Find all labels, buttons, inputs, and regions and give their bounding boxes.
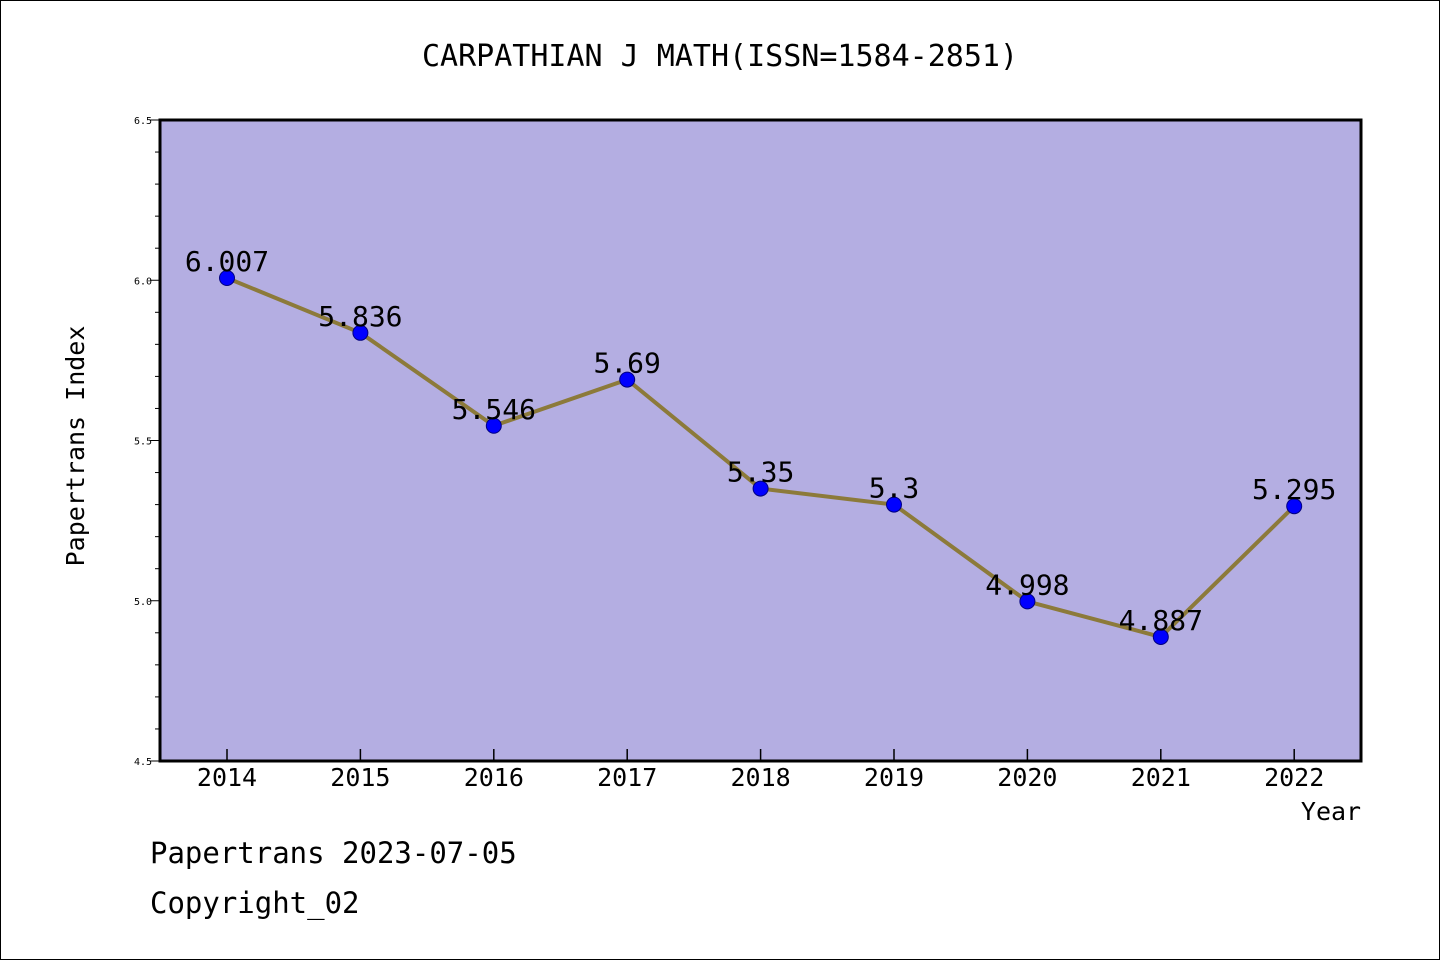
series-markers xyxy=(219,270,1303,645)
data-label: 5.546 xyxy=(452,393,536,426)
x-tick-label: 2020 xyxy=(997,763,1057,792)
y-tick-label: 5.0 xyxy=(134,597,152,608)
x-tick-label: 2015 xyxy=(330,763,390,792)
plot-area xyxy=(158,118,1363,763)
data-label: 4.887 xyxy=(1119,604,1203,637)
y-tick-label: 4.5 xyxy=(134,757,152,768)
data-point xyxy=(1019,593,1036,610)
data-label: 6.007 xyxy=(185,245,269,278)
x-axis-ticks: 2014 2015 2016 2017 2018 2019 2020 2021 2022 xyxy=(197,749,1324,792)
x-tick-label: 2019 xyxy=(864,763,924,792)
y-tick-label: 6.5 xyxy=(134,116,152,127)
y-axis-label: Papertrans Index xyxy=(61,326,90,567)
data-label: 4.998 xyxy=(985,568,1069,601)
data-point xyxy=(352,324,369,341)
data-label: 5.836 xyxy=(318,300,402,333)
data-label: 5.35 xyxy=(727,456,794,489)
data-point xyxy=(485,417,502,434)
x-tick-label: 2016 xyxy=(464,763,524,792)
x-tick-label: 2021 xyxy=(1131,763,1191,792)
y-axis-ticks: 4.5 5.0 5.5 6.0 6.5 xyxy=(134,116,160,768)
data-point xyxy=(1286,498,1303,515)
y-tick-label: 6.0 xyxy=(134,276,152,287)
data-point xyxy=(886,496,902,513)
y-minor-ticks xyxy=(155,151,160,730)
data-label: 5.295 xyxy=(1252,473,1336,506)
footer-date: Papertrans 2023-07-05 xyxy=(150,836,517,870)
data-point xyxy=(219,270,235,287)
footer-copyright: Copyright_02 xyxy=(150,886,360,920)
y-tick-label: 5.5 xyxy=(134,437,152,448)
x-tick-label: 2017 xyxy=(597,763,657,792)
x-tick-label: 2018 xyxy=(730,763,790,792)
chart-title: CARPATHIAN J MATH(ISSN=1584-2851) xyxy=(422,39,1018,74)
data-label: 5.3 xyxy=(869,472,920,505)
x-tick-label: 2022 xyxy=(1264,763,1324,792)
data-point xyxy=(1152,628,1169,645)
data-point xyxy=(619,371,636,388)
data-labels: 6.007 5.836 5.546 5.69 5.35 5.3 4.998 4.887 5.29… xyxy=(185,245,1336,637)
data-point xyxy=(752,480,769,497)
data-label: 5.69 xyxy=(593,347,660,380)
x-tick-label: 2014 xyxy=(197,763,257,792)
x-axis-label: Year xyxy=(1301,797,1361,826)
